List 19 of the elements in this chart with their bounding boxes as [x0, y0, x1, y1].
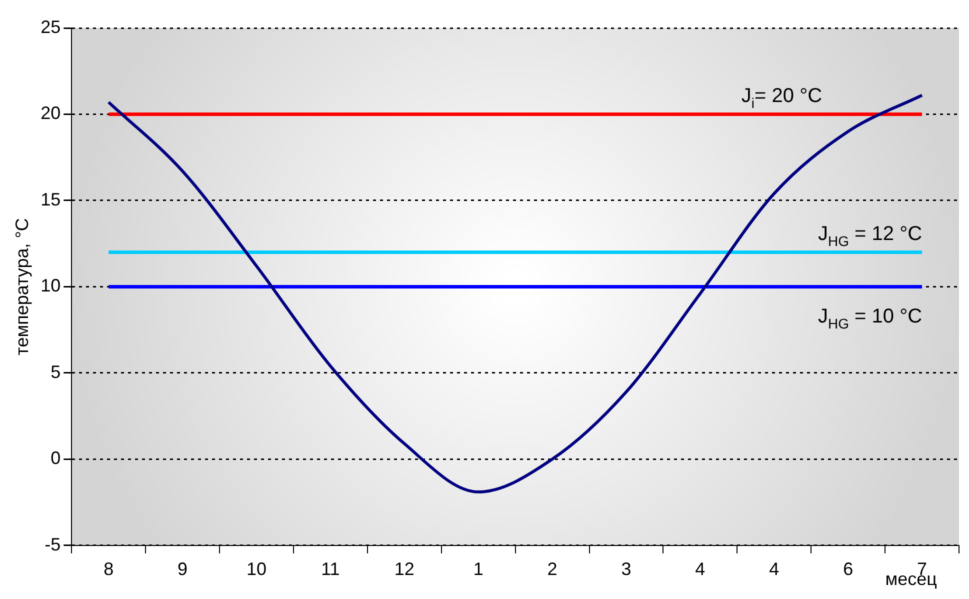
- x-tick-label: 6: [843, 559, 854, 580]
- x-tick-label: 9: [178, 559, 188, 580]
- x-tick-label: 2: [547, 559, 558, 580]
- y-tick-label: 5: [50, 362, 61, 382]
- y-tick-label: 0: [50, 448, 61, 468]
- y-tick-label: -5: [44, 534, 61, 554]
- x-tick-label: 1: [473, 559, 484, 580]
- x-tick-label: 10: [246, 559, 267, 580]
- x-tick-label: 4: [695, 559, 706, 580]
- x-tick-label: 12: [394, 559, 414, 580]
- x-tick-label: 4: [769, 559, 780, 580]
- y-tick-label: 15: [40, 189, 61, 210]
- y-tick-label: 25: [40, 16, 61, 37]
- x-tick-label: 3: [621, 559, 632, 580]
- x-tick-label: 8: [104, 559, 114, 580]
- x-tick-label: 11: [321, 559, 340, 580]
- y-axis-title: температура, °C: [12, 218, 32, 356]
- y-tick-label: 20: [40, 103, 61, 124]
- y-tick-label: 10: [40, 276, 61, 296]
